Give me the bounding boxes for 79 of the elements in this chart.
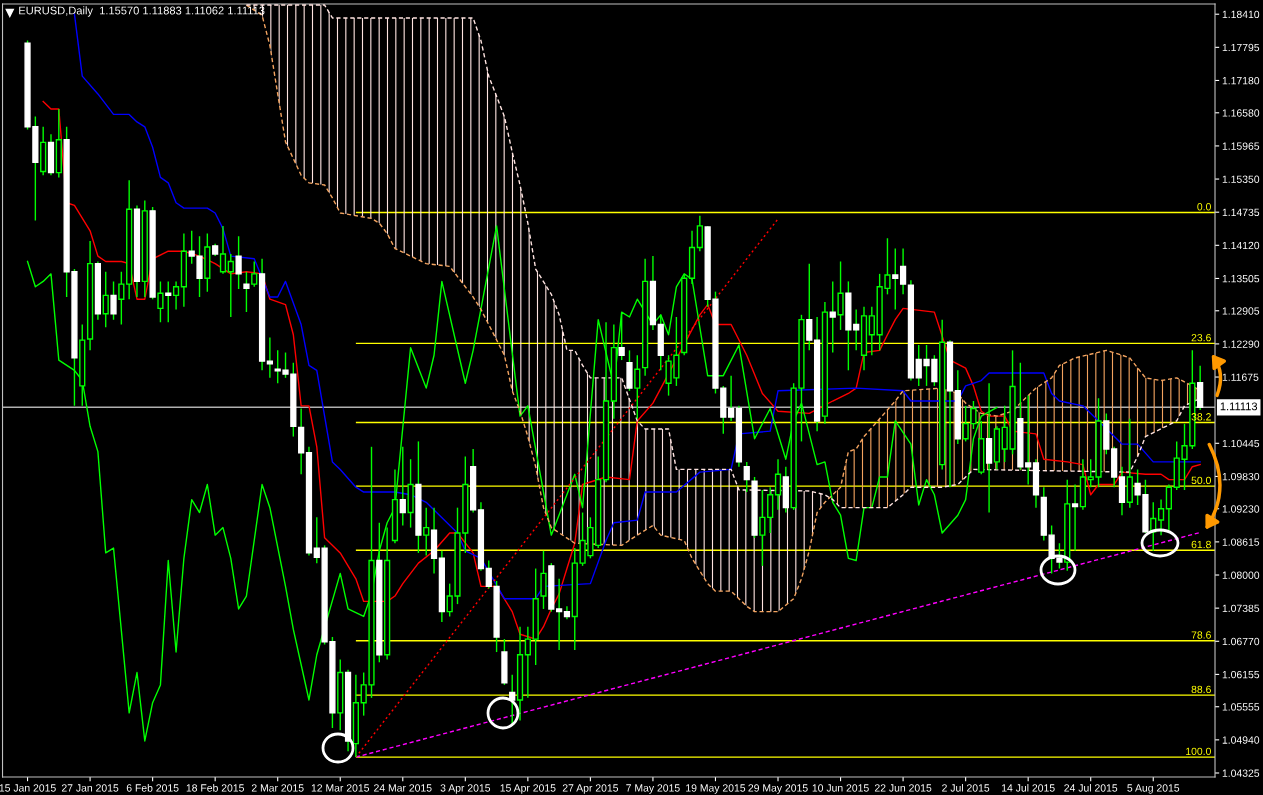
x-tick-label: 29 May 2015 — [748, 784, 808, 794]
x-tick-label: 15 Apr 2015 — [500, 784, 556, 794]
y-tick-label: 1.04940 — [1222, 736, 1260, 744]
candlestick — [837, 260, 844, 331]
x-tick-label: 24 Mar 2015 — [374, 784, 432, 792]
x-tick-label: 19 May 2015 — [686, 784, 746, 794]
y-tick-label: 1.04325 — [1222, 769, 1260, 777]
candlestick — [759, 489, 766, 567]
annotation: 61.8 — [1191, 540, 1211, 549]
candlestick — [1025, 394, 1032, 486]
candlestick — [1157, 498, 1165, 536]
y-tick-label: 1.07385 — [1222, 604, 1260, 613]
candlestick — [727, 374, 735, 422]
candlestick — [899, 247, 907, 296]
y-tick-label: 1.14120 — [1222, 241, 1260, 250]
x-tick-label: 3 Apr 2015 — [440, 784, 491, 794]
y-tick-label: 1.16580 — [1222, 109, 1260, 117]
annotation: 50.0 — [1191, 476, 1211, 485]
candlestick — [618, 311, 625, 361]
y-tick-label: 1.17795 — [1222, 43, 1260, 52]
y-tick-label: 1.10445 — [1222, 439, 1260, 448]
candlestick — [219, 225, 227, 275]
line-series — [26, 225, 998, 742]
y-tick-label: 1.09230 — [1222, 505, 1260, 513]
x-tick-label: 24 Jul 2015 — [1064, 783, 1118, 792]
x-tick-label: 15 Jan 2015 — [0, 784, 56, 792]
candlestick — [1071, 483, 1079, 552]
y-tick-label: 1.14735 — [1222, 208, 1260, 217]
x-tick-label: 27 Apr 2015 — [562, 784, 619, 794]
candlestick — [227, 253, 234, 318]
y-tick-label: 1.15965 — [1222, 142, 1260, 150]
x-tick-label: 5 Aug 2015 — [1127, 784, 1180, 794]
x-tick-label: 10 Jun 2015 — [812, 784, 869, 792]
y-tick-label: 1.09830 — [1222, 472, 1260, 481]
annotation: 0.0 — [1197, 203, 1211, 211]
annotation: 23.6 — [1191, 333, 1211, 342]
x-tick-label: 22 Jun 2015 — [874, 784, 932, 792]
candlestick — [696, 214, 703, 252]
candlestick — [774, 458, 782, 511]
y-tick-label: 1.11675 — [1222, 373, 1259, 381]
candlestick — [102, 271, 109, 328]
y-tick-label: 1.12290 — [1222, 340, 1260, 348]
candlestick — [423, 506, 430, 557]
x-tick-label: 18 Feb 2015 — [186, 783, 244, 792]
candlestick — [868, 306, 875, 356]
y-tick-label: 1.06770 — [1222, 637, 1260, 646]
candlestick — [767, 486, 774, 534]
candlestick — [634, 354, 641, 420]
candlestick — [157, 280, 164, 324]
x-tick-label: 7 May 2015 — [626, 784, 680, 794]
candlestick — [118, 271, 125, 326]
candlestick — [524, 626, 531, 699]
x-tick-label: 6 Feb 2015 — [126, 783, 179, 792]
y-tick-label: 1.06155 — [1222, 670, 1260, 679]
y-tick-label: 1.12905 — [1222, 307, 1260, 315]
x-tick-label: 27 Jan 2015 — [61, 784, 119, 792]
candlestick — [172, 280, 180, 311]
y-tick-label: 1.13505 — [1222, 274, 1260, 283]
candlestick — [743, 461, 750, 493]
y-tick-label: 1.17180 — [1222, 76, 1260, 85]
x-tick-label: 14 Jul 2015 — [1002, 783, 1055, 792]
x-tick-label: 2 Jul 2015 — [942, 783, 990, 792]
ref-line-label: 1.11113 — [1220, 402, 1258, 411]
candlestick — [853, 308, 860, 352]
candlestick — [251, 260, 258, 288]
annotation: 100.0 — [1186, 747, 1211, 756]
candlestick — [1165, 483, 1173, 531]
candlestick — [266, 336, 273, 379]
y-tick-label: 1.08615 — [1222, 538, 1260, 546]
y-tick-label: 1.18410 — [1222, 10, 1260, 19]
annotation: 78.6 — [1191, 631, 1211, 639]
candlestick — [556, 578, 563, 651]
y-tick-label: 1.08000 — [1222, 571, 1260, 579]
x-tick-label: 12 Mar 2015 — [311, 784, 370, 792]
candlestick — [540, 550, 547, 610]
x-tick-label: 2 Mar 2015 — [251, 784, 304, 792]
annotation: 88.6 — [1191, 685, 1211, 694]
y-tick-label: 1.05555 — [1222, 703, 1260, 711]
y-tick-label: 1.15350 — [1222, 175, 1260, 183]
